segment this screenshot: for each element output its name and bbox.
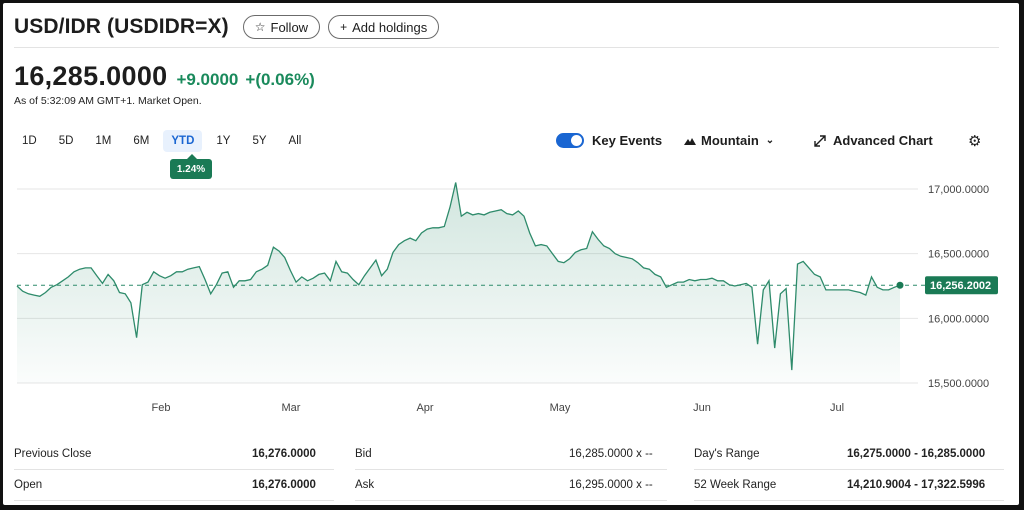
gear-icon[interactable]: ⚙ bbox=[968, 133, 982, 150]
days-range-value: 16,275.0000 - 16,285.0000 bbox=[847, 448, 986, 460]
range-1y[interactable]: 1Y bbox=[216, 135, 231, 147]
range-all[interactable]: All bbox=[288, 135, 302, 147]
price-line bbox=[16, 182, 901, 371]
price-row: 16,285.0000 +9.0000 +(0.06%) bbox=[14, 61, 315, 92]
52-week-range-value: 14,210.9004 - 17,322.5996 bbox=[847, 479, 986, 491]
chevron-down-icon: ⌄ bbox=[765, 135, 775, 146]
expand-icon bbox=[814, 134, 826, 147]
plus-icon: + bbox=[340, 20, 348, 34]
follow-button[interactable]: ☆ Follow bbox=[242, 15, 321, 39]
title-row: USD/IDR (USDIDR=X) ☆ Follow + Add holdin… bbox=[14, 13, 440, 41]
previous-close-label: Previous Close bbox=[14, 448, 92, 460]
stats-row: Previous Close 16,276.0000 Bid 16,285.00… bbox=[14, 440, 1004, 470]
x-tick-label: May bbox=[550, 402, 571, 414]
open-label: Open bbox=[14, 479, 43, 491]
ytd-change-badge: 1.24% bbox=[170, 154, 212, 179]
x-tick-label: Feb bbox=[152, 402, 171, 414]
toggle-switch[interactable] bbox=[556, 133, 584, 148]
bid-value: 16,285.0000 x -- bbox=[569, 448, 653, 460]
ask-value: 16,295.0000 x -- bbox=[569, 479, 653, 491]
range-5d[interactable]: 5D bbox=[58, 135, 74, 147]
last-price: 16,285.0000 bbox=[14, 61, 168, 91]
star-icon: ☆ bbox=[254, 20, 266, 34]
header-divider bbox=[14, 47, 999, 48]
last-point-marker bbox=[896, 281, 904, 289]
price-change: +9.0000 bbox=[176, 70, 239, 89]
as-of-timestamp: As of 5:32:09 AM GMT+1. Market Open. bbox=[14, 95, 202, 107]
add-holdings-button[interactable]: + Add holdings bbox=[328, 15, 440, 39]
previous-close-value: 16,276.0000 bbox=[252, 448, 316, 460]
key-events-toggle[interactable]: Key Events bbox=[556, 133, 662, 148]
52-week-range-label: 52 Week Range bbox=[694, 479, 777, 491]
price-chart[interactable]: 16,256.2002 17,000.0000 16,500.0000 16,000… bbox=[3, 173, 1019, 423]
svg-text:16,256.2002: 16,256.2002 bbox=[930, 280, 991, 292]
range-ytd[interactable]: YTD bbox=[163, 130, 203, 152]
range-selector: 1D 5D 1M 6M YTD 1Y 5Y All bbox=[14, 130, 315, 152]
reference-label: 16,256.2002 bbox=[925, 276, 998, 295]
open-value: 16,276.0000 bbox=[252, 479, 316, 491]
y-tick-label: 16,000.0000 bbox=[928, 313, 989, 325]
x-tick-label: Mar bbox=[282, 402, 301, 414]
x-tick-label: Jun bbox=[693, 402, 711, 414]
key-events-label: Key Events bbox=[592, 133, 663, 148]
price-area bbox=[17, 182, 900, 383]
advanced-chart-label: Advanced Chart bbox=[833, 133, 933, 148]
range-1m[interactable]: 1M bbox=[95, 135, 112, 147]
range-6m[interactable]: 6M bbox=[133, 135, 150, 147]
days-range-label: Day's Range bbox=[694, 448, 760, 460]
y-tick-label: 17,000.0000 bbox=[928, 184, 989, 196]
quote-page: USD/IDR (USDIDR=X) ☆ Follow + Add holdin… bbox=[3, 3, 1019, 505]
y-tick-label: 15,500.0000 bbox=[928, 378, 989, 390]
advanced-chart-button[interactable]: Advanced Chart bbox=[814, 133, 933, 148]
ask-label: Ask bbox=[355, 479, 375, 491]
stats-row: Open 16,276.0000 Ask 16,295.0000 x -- 52… bbox=[14, 471, 1004, 501]
bid-label: Bid bbox=[355, 448, 372, 460]
add-holdings-label: Add holdings bbox=[352, 19, 428, 35]
mountain-icon bbox=[684, 137, 696, 145]
follow-label: Follow bbox=[270, 19, 309, 35]
price-change-percent: +(0.06%) bbox=[245, 70, 315, 89]
y-tick-label: 16,500.0000 bbox=[928, 249, 989, 261]
chart-type-label: Mountain bbox=[701, 133, 759, 148]
page-title: USD/IDR (USDIDR=X) bbox=[14, 15, 229, 38]
x-tick-label: Jul bbox=[830, 402, 844, 414]
x-tick-label: Apr bbox=[416, 402, 433, 414]
chart-type-dropdown[interactable]: Mountain ⌄ bbox=[684, 133, 774, 148]
range-5y[interactable]: 5Y bbox=[252, 135, 267, 147]
range-1d[interactable]: 1D bbox=[22, 135, 37, 147]
